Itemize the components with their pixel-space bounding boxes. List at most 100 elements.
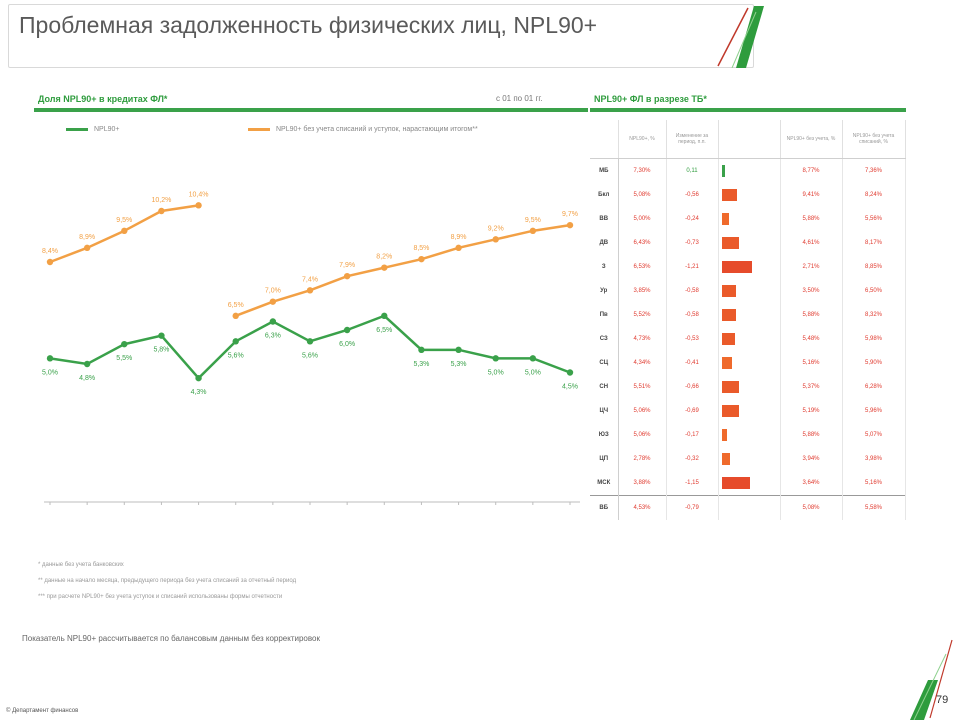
table-cell-npl-adj2: 5,90%: [842, 351, 906, 375]
table-cell-npl-adj2: 3,98%: [842, 447, 906, 471]
table-row: ДВ 6,43% -0,73 4,61% 8,17%: [590, 231, 906, 255]
table-cell-npl: 7,30%: [618, 158, 667, 183]
table-header-region: [590, 120, 619, 159]
legend-label-series1: NPL90+: [94, 126, 120, 133]
right-panel-title: NPL90+ ФЛ в разрезе ТБ*: [594, 94, 707, 104]
table-cell-npl: 3,88%: [618, 471, 667, 496]
table-cell-bar: [718, 423, 781, 447]
series-npl90-point: [306, 338, 314, 345]
table-cell-npl: 2,78%: [618, 447, 667, 471]
region-table: NPL90+, % Изменение за период, п.п. NPL9…: [590, 120, 906, 520]
table-cell-change: -0,58: [666, 303, 719, 327]
table-cell-change: -0,73: [666, 231, 719, 255]
table-cell-bar: [718, 158, 781, 183]
series-npl90-adj-data-label: 8,9%: [79, 234, 95, 241]
series-npl90-point: [121, 340, 128, 348]
change-bar: [721, 453, 731, 465]
table-cell-npl: 6,53%: [618, 255, 667, 279]
table-cell-npl-adj2: 5,16%: [842, 471, 906, 496]
table-cell-npl-adj: 5,88%: [780, 423, 843, 447]
table-cell-region: З: [590, 255, 619, 279]
table-cell-npl-adj2: 8,85%: [842, 255, 906, 279]
legend-item-series1: NPL90+: [66, 126, 120, 133]
table-cell-npl-adj: 2,71%: [780, 255, 843, 279]
table-cell-npl-adj2: 8,24%: [842, 183, 906, 207]
table-cell-change: -0,79: [666, 495, 719, 520]
table-row: СЗ 4,73% -0,53 5,48% 5,98%: [590, 327, 906, 351]
table-cell-region: ДВ: [590, 231, 619, 255]
series-npl90-adj-point: [455, 244, 462, 252]
table-cell-region: СЗ: [590, 327, 619, 351]
logo-icon: [717, 6, 764, 68]
logo-bottom-icon: [910, 639, 953, 720]
table-row: ЦП 2,78% -0,32 3,94% 3,98%: [590, 447, 906, 471]
series-npl90-adj-point: [418, 255, 425, 263]
table-cell-change: -0,17: [666, 423, 719, 447]
series-npl90-adj-point: [195, 202, 202, 209]
table-cell-npl: 4,53%: [618, 495, 667, 520]
table-row: Ур 3,85% -0,58 3,50% 6,50%: [590, 279, 906, 303]
change-bar: [721, 405, 740, 417]
change-bar: [721, 429, 727, 441]
series-npl90-adj-point: [566, 221, 574, 229]
table-row: СЦ 4,34% -0,41 5,16% 5,90%: [590, 351, 906, 375]
series-npl90-point: [343, 326, 351, 334]
series-npl90-data-label: 5,3%: [413, 361, 429, 368]
table-cell-npl-adj: 5,88%: [780, 207, 843, 231]
series-npl90-data-label: 5,8%: [153, 347, 169, 354]
table-cell-region: Бкл: [590, 183, 619, 207]
table-cell-region: МСК: [590, 471, 619, 496]
table-cell-bar: [718, 495, 781, 520]
table-cell-npl: 5,06%: [618, 399, 667, 423]
table-cell-change: -0,53: [666, 327, 719, 351]
series-npl90-point: [492, 355, 499, 362]
table-row: МСК 3,88% -1,15 3,64% 5,16%: [590, 471, 906, 496]
left-panel-title: Доля NPL90+ в кредитах ФЛ*: [38, 94, 168, 104]
series-npl90-adj-point: [232, 312, 239, 320]
table-cell-npl-adj2: 6,50%: [842, 279, 906, 303]
change-bar: [721, 381, 740, 393]
change-bar: [721, 213, 729, 225]
table-cell-bar: [718, 231, 781, 255]
legend-swatch-orange: [248, 128, 270, 131]
table-row: Пв 5,52% -0,58 5,88% 8,32%: [590, 303, 906, 327]
table-cell-bar: [718, 303, 781, 327]
series-npl90-data-label: 4,5%: [562, 384, 578, 391]
legend-swatch-green: [66, 128, 88, 131]
table-cell-region: Пв: [590, 303, 619, 327]
series-npl90-adj-data-label: 8,4%: [42, 248, 58, 255]
change-bar: [721, 309, 737, 321]
legend-label-series2: NPL90+ без учета списаний и уступок, нар…: [276, 126, 478, 133]
table-cell-change: -0,66: [666, 375, 719, 399]
table-header-bar: [718, 120, 781, 159]
series-npl90-adj-point: [529, 227, 537, 235]
series-npl90-adj-point: [306, 287, 314, 294]
table-cell-npl: 3,85%: [618, 279, 667, 303]
table-row: ЮЗ 5,06% -0,17 5,88% 5,07%: [590, 423, 906, 447]
series-npl90-adj-point: [121, 227, 128, 235]
table-cell-bar: [718, 207, 781, 231]
series-npl90-point: [46, 355, 54, 362]
series-npl90-data-label: 5,6%: [302, 352, 318, 359]
series-npl90-adj-data-label: 7,9%: [339, 262, 355, 269]
legend-item-series2: NPL90+ без учета списаний и уступок, нар…: [248, 126, 478, 133]
table-cell-npl-adj: 5,08%: [780, 495, 843, 520]
table-cell-npl-adj: 5,88%: [780, 303, 843, 327]
series-npl90-adj-point: [492, 236, 499, 243]
series-npl90-point: [269, 318, 277, 325]
table-cell-bar: [718, 351, 781, 375]
footnote-2: ** данные на начало месяца, предыдущего …: [38, 578, 297, 584]
table-cell-npl-adj: 5,19%: [780, 399, 843, 423]
table-cell-change: -0,58: [666, 279, 719, 303]
series-npl90-data-label: 4,8%: [79, 375, 95, 382]
table-cell-change: -0,69: [666, 399, 719, 423]
series-npl90-data-label: 6,5%: [376, 327, 392, 334]
table-cell-npl-adj: 5,37%: [780, 375, 843, 399]
series-npl90-data-label: 5,0%: [525, 369, 541, 376]
table-cell-npl-adj2: 5,07%: [842, 423, 906, 447]
table-cell-region: ВБ: [590, 495, 619, 520]
series-npl90-adj-point: [381, 264, 388, 271]
table-row: СН 5,51% -0,66 5,37% 6,28%: [590, 375, 906, 399]
table-cell-bar: [718, 255, 781, 279]
series-npl90-data-label: 4,3%: [191, 389, 207, 396]
